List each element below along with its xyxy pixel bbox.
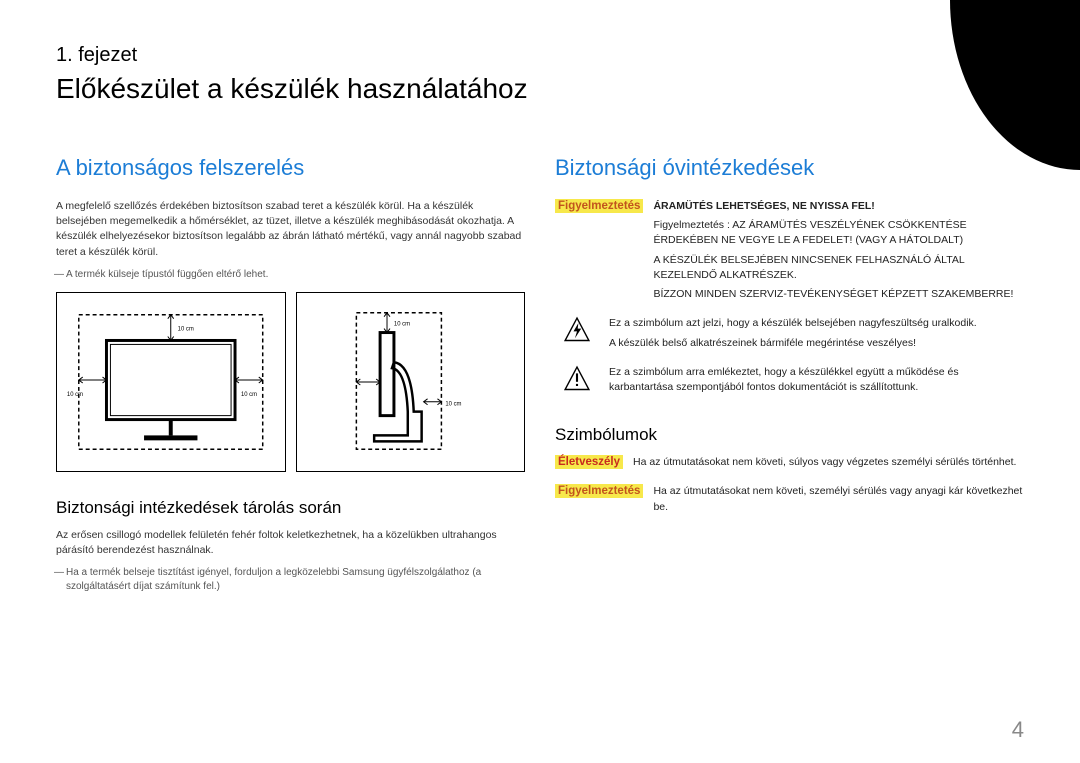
- shock-symbol-row: Ez a szimbólum azt jelzi, hogy a készülé…: [555, 316, 1024, 354]
- page-number: 4: [1012, 717, 1024, 743]
- left-note-1: A termék külseje típustól függően eltérő…: [66, 268, 525, 282]
- left-section-heading: A biztonságos felszerelés: [56, 155, 525, 181]
- diagram-side-view: 10 cm 10 cm: [296, 292, 526, 472]
- danger-p: Ha az útmutatásokat nem követi, súlyos v…: [633, 455, 1016, 470]
- warning-tag: Figyelmeztetés: [555, 199, 643, 213]
- symbols-heading: Szimbólumok: [555, 425, 1024, 445]
- warning-1-bold: ÁRAMÜTÉS LEHETSÉGES, NE NYISSA FEL!: [653, 199, 1024, 214]
- diagram-front-view: 10 cm 10 cm 10 cm: [56, 292, 286, 472]
- warning-1-p3: BÍZZON MINDEN SZERVIZ-TEVÉKENYSÉGET KÉPZ…: [653, 287, 1024, 302]
- warning-tag-2: Figyelmeztetés: [555, 484, 643, 498]
- warning-row-2: Figyelmeztetés Ha az útmutatásokat nem k…: [555, 484, 1024, 518]
- warning-1-p2: A KÉSZÜLÉK BELSEJÉBEN NINCSENEK FELHASZN…: [653, 253, 1024, 283]
- exclamation-text: Ez a szimbólum arra emlékeztet, hogy a k…: [609, 365, 1024, 399]
- shock-p2: A készülék belső alkatrészeinek bármifél…: [609, 336, 977, 351]
- chapter-label: 1. fejezet: [56, 44, 1024, 67]
- two-column-layout: A biztonságos felszerelés A megfelelő sz…: [56, 155, 1024, 604]
- clearance-diagrams: 10 cm 10 cm 10 cm: [56, 292, 525, 472]
- shock-text: Ez a szimbólum azt jelzi, hogy a készülé…: [609, 316, 977, 354]
- svg-text:10 cm: 10 cm: [445, 402, 461, 408]
- danger-text: Ha az útmutatásokat nem követi, súlyos v…: [633, 455, 1016, 474]
- left-subsection-heading: Biztonsági intézkedések tárolás során: [56, 498, 525, 518]
- svg-text:10 cm: 10 cm: [393, 322, 409, 328]
- warning-row-1: Figyelmeztetés ÁRAMÜTÉS LEHETSÉGES, NE N…: [555, 199, 1024, 306]
- warning-1-p1: Figyelmeztetés : AZ ÁRAMÜTÉS VESZÉLYÉNEK…: [653, 218, 1024, 248]
- shock-triangle-icon: [563, 316, 591, 344]
- warning-1-text: ÁRAMÜTÉS LEHETSÉGES, NE NYISSA FEL! Figy…: [653, 199, 1024, 306]
- exclamation-triangle-icon: [563, 365, 591, 393]
- corner-decoration: [950, 0, 1080, 170]
- warning-2-text: Ha az útmutatásokat nem követi, személyi…: [653, 484, 1024, 518]
- exclamation-symbol-row: Ez a szimbólum arra emlékeztet, hogy a k…: [555, 365, 1024, 399]
- warn2-p: Ha az útmutatásokat nem követi, személyi…: [653, 484, 1024, 514]
- svg-text:10 cm: 10 cm: [67, 392, 83, 398]
- left-para: A megfelelő szellőzés érdekében biztosít…: [56, 199, 525, 260]
- danger-row: Életveszély Ha az útmutatásokat nem köve…: [555, 455, 1024, 474]
- left-note-2: Ha a termék belseje tisztítást igényel, …: [66, 566, 525, 594]
- svg-text:10 cm: 10 cm: [178, 326, 194, 332]
- shock-p1: Ez a szimbólum azt jelzi, hogy a készülé…: [609, 316, 977, 331]
- left-column: A biztonságos felszerelés A megfelelő sz…: [56, 155, 525, 604]
- svg-text:10 cm: 10 cm: [241, 392, 257, 398]
- excl-p: Ez a szimbólum arra emlékeztet, hogy a k…: [609, 365, 1024, 395]
- right-section-heading: Biztonsági óvintézkedések: [555, 155, 1024, 181]
- right-column: Biztonsági óvintézkedések Figyelmeztetés…: [555, 155, 1024, 604]
- chapter-title: Előkészület a készülék használatához: [56, 73, 1024, 105]
- danger-tag: Életveszély: [555, 455, 623, 469]
- left-sub-para: Az erősen csillogó modellek felületén fe…: [56, 528, 525, 558]
